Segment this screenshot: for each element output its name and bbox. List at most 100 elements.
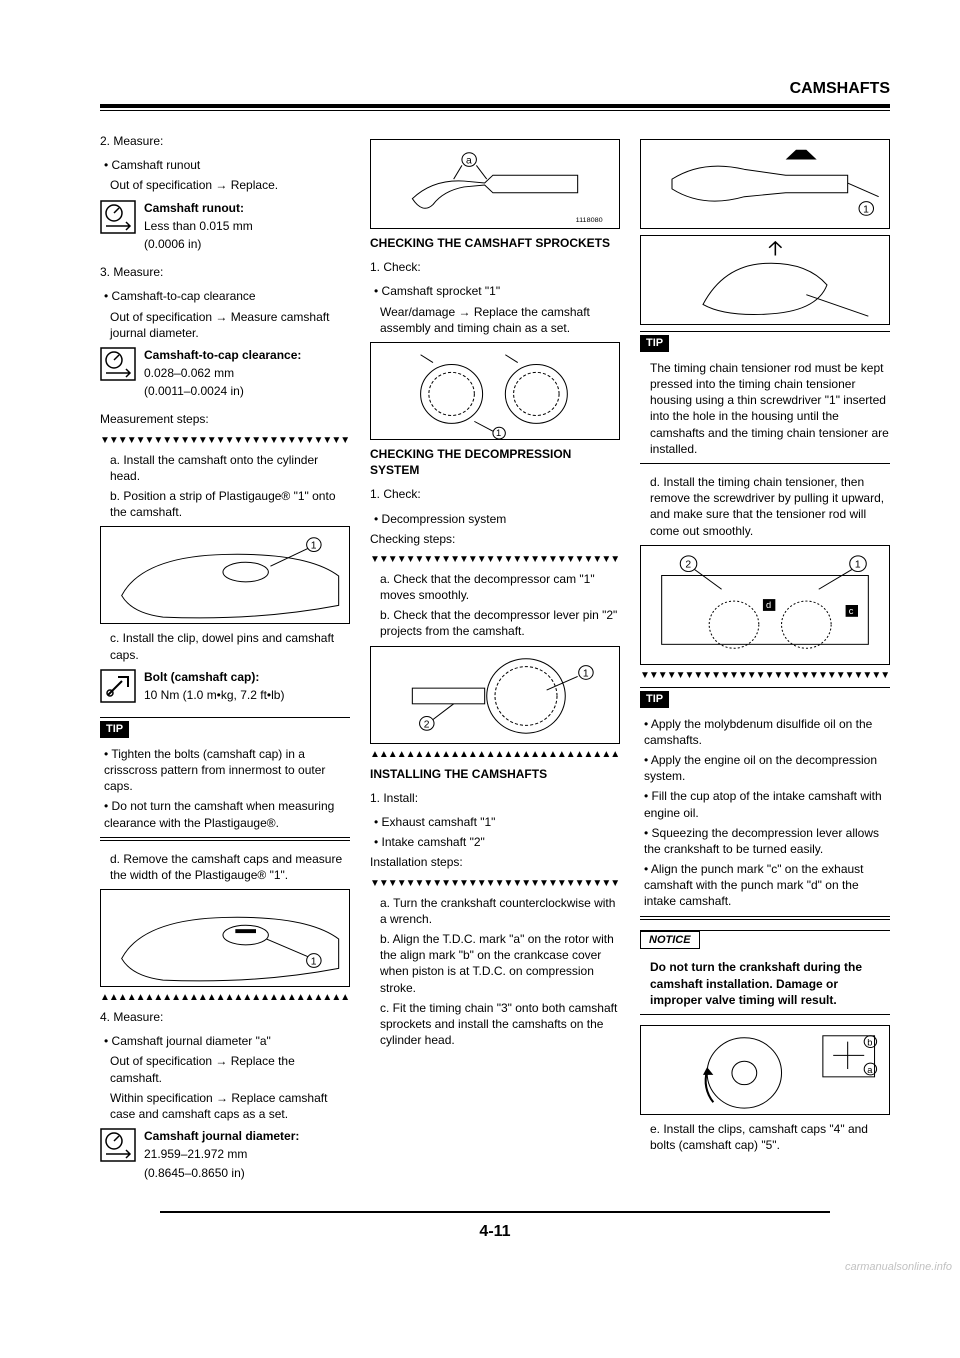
sprocket-condition: Wear/damage → Replace the camshaft assem… [380, 304, 620, 336]
step-4-measure: 4. Measure: [100, 1009, 350, 1025]
step-a-turn-crank: a. Turn the crankshaft counterclockwise … [380, 895, 620, 927]
installation-steps-heading: Installation steps: [370, 854, 620, 870]
header-rule [100, 104, 890, 111]
tip-tensioner: TIP [640, 331, 890, 352]
separator-up: ▲▲▲▲▲▲▲▲▲▲▲▲▲▲▲▲▲▲▲▲▲▲▲▲▲▲▲▲ [370, 750, 620, 760]
step-d-install-tensioner: d. Install the timing chain tensioner, t… [650, 474, 890, 539]
item-cam-to-cap: • Camshaft-to-cap clearance [104, 288, 350, 304]
tip-end [100, 837, 350, 841]
tip-2a: • Apply the molybdenum disulfide oil on … [644, 716, 890, 748]
spec-runout-in: (0.0006 in) [144, 236, 253, 252]
gauge-icon [100, 347, 136, 385]
torque-icon [100, 669, 136, 707]
step-install: 1. Install: [370, 790, 620, 806]
spec-journal-in: (0.8645–0.8650 in) [144, 1165, 299, 1181]
spec-runout-title: Camshaft runout: [144, 200, 253, 216]
heading-install-camshafts: INSTALLING THE CAMSHAFTS [370, 766, 620, 782]
step-e-install-clips: e. Install the clips, camshaft caps "4" … [650, 1121, 890, 1153]
svg-text:1: 1 [855, 560, 861, 571]
runout-condition: Out of specification → Replace. [110, 177, 350, 193]
separator-up: ▲▲▲▲▲▲▲▲▲▲▲▲▲▲▲▲▲▲▲▲▲▲▲▲▲▲▲▲ [100, 993, 350, 1003]
separator-down: ▼▼▼▼▼▼▼▼▼▼▼▼▼▼▼▼▼▼▼▼▼▼▼▼▼▼▼▼ [370, 555, 620, 565]
figure-plastigauge-width: 1 [100, 889, 350, 987]
spec-cam-to-cap: Camshaft-to-cap clearance: 0.028–0.062 m… [100, 347, 350, 402]
figure-decomp: 1 2 [370, 646, 620, 744]
column-1: 2. Measure: • Camshaft runout Out of spe… [100, 133, 350, 1193]
heading-check-sprockets: CHECKING THE CAMSHAFT SPROCKETS [370, 235, 620, 251]
step-3-measure: 3. Measure: [100, 264, 350, 280]
svg-text:1: 1 [311, 541, 317, 552]
spec-cap-title: Camshaft-to-cap clearance: [144, 347, 301, 363]
svg-text:1: 1 [311, 957, 317, 968]
tip-end [640, 463, 890, 464]
page-header: CAMSHAFTS [100, 80, 890, 98]
tip-label: TIP [100, 721, 129, 738]
spec-torque-title: Bolt (camshaft cap): [144, 669, 284, 685]
tip-2c: • Fill the cup atop of the intake camsha… [644, 788, 890, 820]
svg-text:b: b [867, 1038, 872, 1048]
svg-text:1118080: 1118080 [576, 217, 603, 224]
step-check-sprocket: 1. Check: [370, 259, 620, 275]
svg-text:1: 1 [496, 428, 501, 438]
svg-text:2: 2 [424, 719, 430, 730]
tip-install: TIP [640, 687, 890, 708]
tip-2b: • Apply the engine oil on the decompress… [644, 752, 890, 784]
footer-rule [160, 1211, 830, 1213]
tip-1b: • Do not turn the camshaft when measurin… [104, 798, 350, 830]
spec-torque-camcap: Bolt (camshaft cap): 10 Nm (1.0 m•kg, 7.… [100, 669, 350, 707]
tip-1: TIP [100, 717, 350, 738]
step-a-install: a. Install the camshaft onto the cylinde… [110, 452, 350, 484]
checking-steps-heading: Checking steps: [370, 531, 620, 547]
step-2-measure: 2. Measure: [100, 133, 350, 149]
page-number: 4-11 [100, 1223, 890, 1241]
notice-text: Do not turn the crankshaft during the ca… [650, 959, 890, 1008]
measurement-steps-heading: Measurement steps: [100, 411, 350, 427]
svg-text:d: d [766, 600, 771, 610]
tip-1a: • Tighten the bolts (camshaft cap) in a … [104, 746, 350, 795]
spec-journal-title: Camshaft journal diameter: [144, 1128, 299, 1144]
svg-text:1: 1 [863, 205, 869, 216]
spec-torque-value: 10 Nm (1.0 m•kg, 7.2 ft•lb) [144, 687, 284, 703]
tip-2e: • Align the punch mark "c" on the exhaus… [644, 861, 890, 910]
figure-sprockets: 1 [370, 342, 620, 440]
svg-text:1: 1 [583, 668, 589, 679]
item-sprocket: • Camshaft sprocket "1" [374, 283, 620, 299]
notice-block: NOTICE [640, 930, 890, 952]
item-decomp: • Decompression system [374, 511, 620, 527]
figure-tensioner-hold: 1 [640, 139, 890, 229]
item-journal-diameter: • Camshaft journal diameter "a" [104, 1033, 350, 1049]
separator-down: ▼▼▼▼▼▼▼▼▼▼▼▼▼▼▼▼▼▼▼▼▼▼▼▼▼▼▼▼ [640, 671, 890, 681]
separator-down: ▼▼▼▼▼▼▼▼▼▼▼▼▼▼▼▼▼▼▼▼▼▼▼▼▼▼▼▼ [100, 436, 350, 446]
spec-cap-mm: 0.028–0.062 mm [144, 365, 301, 381]
spec-cap-in: (0.0011–0.0024 in) [144, 383, 301, 399]
heading-check-decomp: CHECKING THE DECOMPRESSION SYSTEM [370, 446, 620, 478]
step-c-fit-chain: c. Fit the timing chain "3" onto both ca… [380, 1000, 620, 1049]
tip-2d: • Squeezing the decompression lever allo… [644, 825, 890, 857]
step-b-decomp-pin: b. Check that the decompressor lever pin… [380, 607, 620, 639]
journal-out-of-spec: Out of specification → Replace the camsh… [110, 1053, 350, 1085]
figure-micrometer: a 1118080 [370, 139, 620, 229]
tip-tensioner-text: The timing chain tensioner rod must be k… [650, 360, 890, 457]
step-b-align-tdc: b. Align the T.D.C. mark "a" on the roto… [380, 931, 620, 996]
step-c-install-clip: c. Install the clip, dowel pins and cams… [110, 630, 350, 662]
notice-end [640, 1014, 890, 1015]
step-b-plastigauge: b. Position a strip of Plastigauge® "1" … [110, 488, 350, 520]
step-d-remove-caps: d. Remove the camshaft caps and measure … [110, 851, 350, 883]
watermark: carmanualsonline.info [845, 1261, 952, 1273]
item-intake-cam: • Intake camshaft "2" [374, 834, 620, 850]
tip-label: TIP [640, 335, 669, 352]
svg-text:2: 2 [685, 560, 691, 571]
item-exhaust-cam: • Exhaust camshaft "1" [374, 814, 620, 830]
step-a-decomp-cam: a. Check that the decompressor cam "1" m… [380, 571, 620, 603]
spec-runout: Camshaft runout: Less than 0.015 mm (0.0… [100, 200, 350, 255]
figure-tdc-align: b a [640, 1025, 890, 1115]
column-3: 1 TIP The timing chain tensioner rod mus… [640, 133, 890, 1193]
spec-journal: Camshaft journal diameter: 21.959–21.972… [100, 1128, 350, 1183]
column-2: a 1118080 CHECKING THE CAMSHAFT SPROCKET… [370, 133, 620, 1193]
figure-tensioner-press [640, 235, 890, 325]
gauge-icon [100, 1128, 136, 1166]
spec-journal-mm: 21.959–21.972 mm [144, 1146, 299, 1162]
figure-plastigauge-strip: 1 [100, 526, 350, 624]
tip-label: TIP [640, 691, 669, 708]
svg-text:a: a [466, 156, 472, 167]
